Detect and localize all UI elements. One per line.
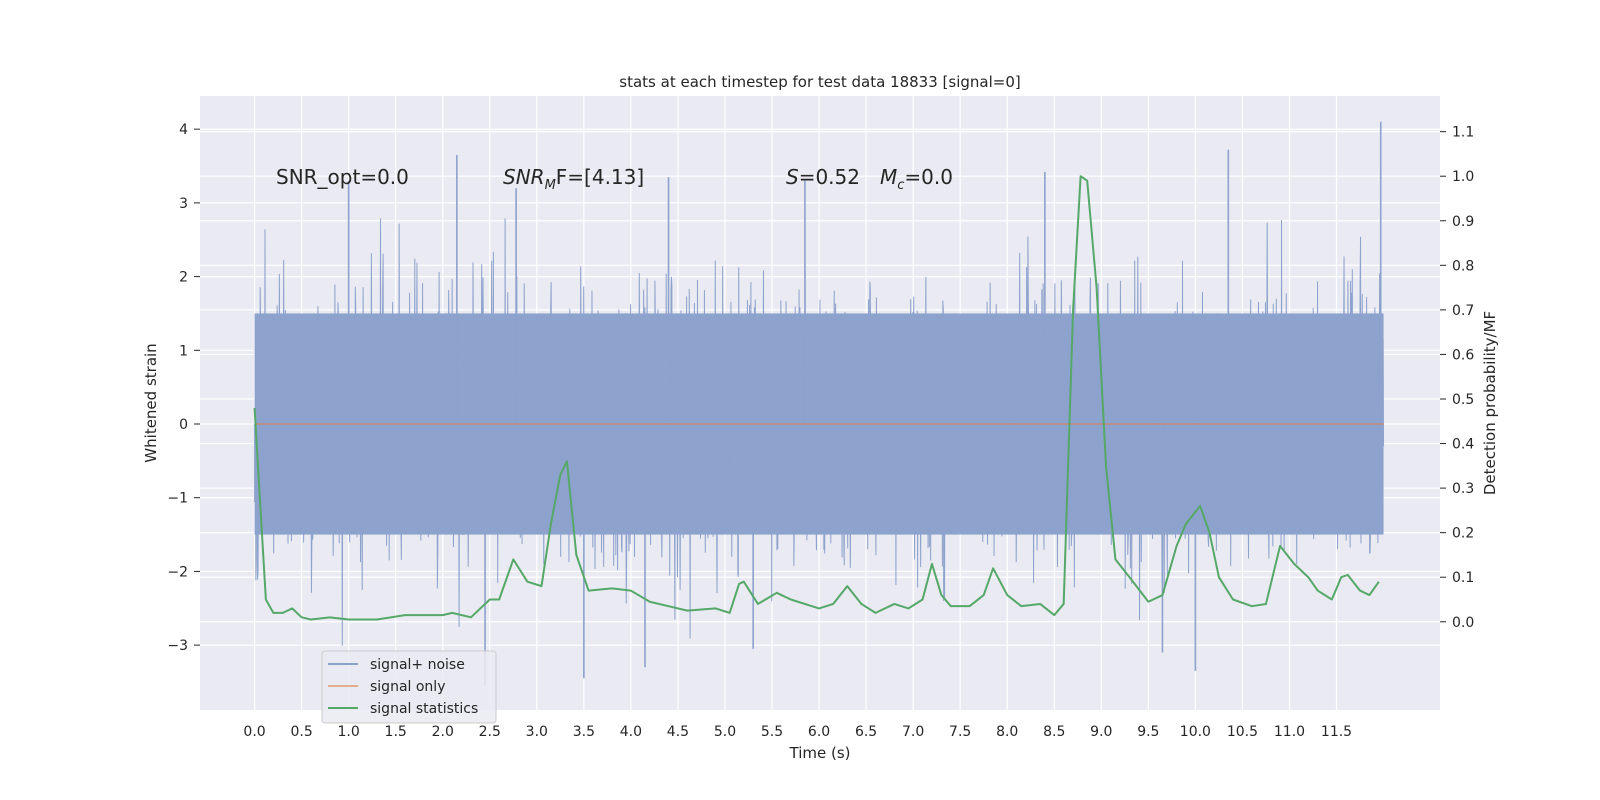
y-tick-label: 2 [179, 270, 188, 286]
y-tick-label: −1 [167, 491, 188, 507]
y-tick-label: 0 [179, 417, 188, 433]
annotation-s: S=0.52 [786, 165, 860, 189]
signal-statistics-series [253, 175, 1380, 621]
x-tick-label: 3.0 [526, 724, 548, 740]
x-tick-label: 2.0 [432, 724, 454, 740]
y-right-tick-label: 0.5 [1452, 392, 1474, 408]
x-tick-label: 7.5 [949, 724, 971, 740]
x-tick-label: 4.5 [667, 724, 689, 740]
annotation-snr-mf-rest: F=[4.13] [556, 165, 644, 189]
y-right-tick-label: 0.3 [1452, 481, 1474, 497]
legend-label-signal-only: signal only [370, 679, 445, 695]
y-axis-right-label: Detection probability/MF [1481, 311, 1499, 495]
x-tick-label: 9.0 [1090, 724, 1112, 740]
x-tick-label: 2.5 [479, 724, 501, 740]
legend-label-signal-noise: signal+ noise [370, 657, 465, 673]
x-tick-label: 11.5 [1321, 724, 1352, 740]
y-right-tick-label: 0.0 [1452, 615, 1474, 631]
annotation-snr-opt: SNR_opt=0.0 [276, 165, 409, 189]
annotation-snr-mf: SNRMF=[4.13] [503, 165, 644, 193]
annotation-s-name: S [786, 165, 799, 189]
x-tick-label: 8.0 [996, 724, 1018, 740]
legend: signal+ noise signal only signal statist… [321, 650, 497, 724]
x-tick-label: 10.5 [1227, 724, 1258, 740]
chart-title: stats at each timestep for test data 188… [619, 73, 1020, 91]
x-tick-label: 11.0 [1274, 724, 1305, 740]
x-axis: 0.0 0.5 1.0 1.5 2.0 2.5 3.0 3.5 4.0 4.5 5.0 5.5 6.0 6… [243, 724, 1352, 740]
x-tick-label: 4.0 [620, 724, 642, 740]
y-axis-label: Whitened strain [142, 343, 160, 462]
y-right-tick-label: 1.1 [1452, 125, 1474, 141]
annotation-s-rest: =0.52 [799, 165, 860, 189]
x-tick-label: 7.0 [902, 724, 924, 740]
signal-statistics-line [253, 175, 1380, 621]
annotation-mc-name: M [880, 165, 897, 189]
legend-box [321, 650, 497, 724]
annotation-snr-mf-sub: M [545, 178, 556, 193]
legend-label-signal-statistics: signal statistics [370, 701, 478, 717]
y-tick-label: 1 [179, 343, 188, 359]
annotation-mc-sub: c [897, 178, 904, 193]
x-tick-label: 9.5 [1137, 724, 1159, 740]
y-right-tick-label: 0.7 [1452, 303, 1474, 319]
y-tick-label: −2 [167, 564, 188, 580]
x-tick-label: 5.0 [714, 724, 736, 740]
y-axis-left: 4 3 2 1 0 −1 −2 −3 [167, 122, 200, 654]
y-right-tick-label: 0.4 [1452, 437, 1474, 453]
x-tick-label: 8.5 [1043, 724, 1065, 740]
x-tick-label: 0.5 [290, 724, 312, 740]
y-right-tick-label: 0.6 [1452, 347, 1474, 363]
y-tick-label: −3 [167, 638, 188, 654]
x-axis-label: Time (s) [789, 744, 851, 762]
annotation-mc-rest: =0.0 [904, 165, 953, 189]
x-tick-label: 3.5 [573, 724, 595, 740]
y-axis-right: 1.1 1.0 0.9 0.8 0.7 0.6 0.5 0.4 0.3 0.2 0.1 0.0 [1440, 125, 1474, 631]
y-tick-label: 4 [179, 122, 188, 138]
x-tick-label: 10.0 [1180, 724, 1211, 740]
y-right-tick-label: 0.2 [1452, 526, 1474, 542]
y-right-tick-label: 1.0 [1452, 169, 1474, 185]
x-tick-label: 5.5 [761, 724, 783, 740]
x-tick-label: 1.0 [338, 724, 360, 740]
x-tick-label: 6.0 [808, 724, 830, 740]
annotation-snr-mf-name: SNR [503, 165, 545, 189]
y-right-tick-label: 0.1 [1452, 570, 1474, 586]
x-tick-label: 6.5 [855, 724, 877, 740]
x-tick-label: 0.0 [243, 724, 265, 740]
annotation-mc: Mc=0.0 [880, 165, 953, 193]
y-right-tick-label: 0.8 [1452, 258, 1474, 274]
x-tick-label: 1.5 [385, 724, 407, 740]
y-right-tick-label: 0.9 [1452, 214, 1474, 230]
y-tick-label: 3 [179, 196, 188, 212]
